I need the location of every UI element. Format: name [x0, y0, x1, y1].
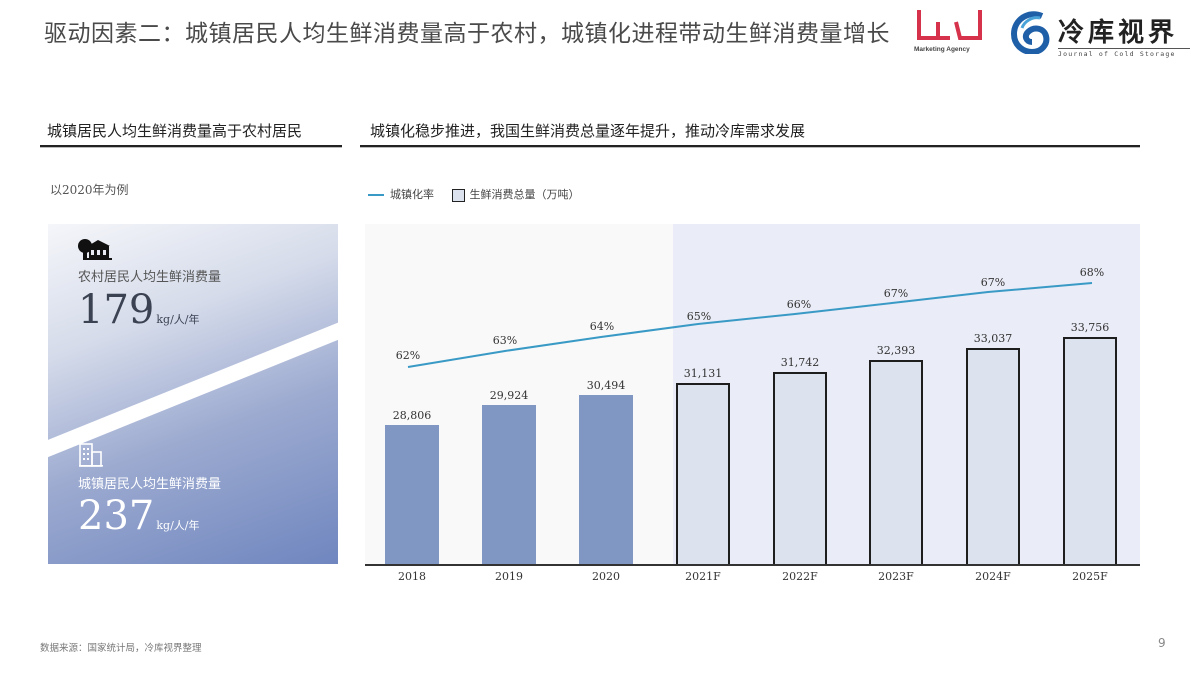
x-axis-line — [365, 564, 1140, 566]
page-number: 9 — [1158, 636, 1166, 650]
chart-legend: 城镇化率 生鲜消费总量（万吨） — [368, 186, 580, 202]
wn-marketing-logo: Marketing Agency — [914, 8, 986, 56]
left-section-title: 城镇居民人均生鲜消费量高于农村居民 — [47, 122, 303, 140]
urban-value-unit: kg/人/年 — [156, 519, 200, 532]
urban-building-icon — [79, 443, 103, 467]
bar-value-label: 30,494 — [586, 379, 626, 392]
line-value-label: 67% — [980, 276, 1006, 289]
bar-2021F — [676, 383, 730, 565]
bar-value-label: 31,131 — [683, 367, 723, 380]
bar-2025F — [1063, 337, 1117, 565]
cold-storage-logo: 冷库视界 Journal of Cold Storage — [1010, 8, 1190, 58]
line-value-label: 64% — [589, 320, 615, 333]
line-value-label: 66% — [786, 298, 812, 311]
bar-2019 — [482, 405, 536, 565]
rural-value: 179 kg/人/年 — [78, 288, 199, 342]
page-title: 驱动因素二：城镇居民人均生鲜消费量高于农村，城镇化进程带动生鲜消费量增长 — [44, 21, 890, 47]
bar-2022F — [773, 372, 827, 565]
bar-2018 — [385, 425, 439, 565]
cold-storage-name-cn: 冷库视界 — [1058, 18, 1179, 48]
x-tick-label: 2020 — [592, 570, 620, 583]
rural-value-number: 179 — [78, 287, 155, 333]
legend-line-swatch — [368, 194, 384, 196]
x-tick-label: 2024F — [975, 570, 1011, 583]
line-value-label: 67% — [883, 287, 909, 300]
bar-2024F — [966, 348, 1020, 565]
cold-storage-name-en: Journal of Cold Storage — [1058, 48, 1190, 58]
line-value-label: 68% — [1079, 266, 1105, 279]
x-tick-label: 2019 — [495, 570, 523, 583]
right-section-rule — [360, 145, 1140, 148]
bar-2020 — [579, 395, 633, 565]
example-year-note: 以2020年为例 — [50, 183, 129, 197]
line-value-label: 62% — [395, 349, 421, 362]
wn-logo-icon — [917, 10, 982, 40]
bar-value-label: 33,037 — [973, 332, 1013, 345]
data-source-note: 数据来源：国家统计局，冷库视界整理 — [40, 643, 202, 654]
wn-logo-subtitle: Marketing Agency — [914, 46, 970, 53]
bar-value-label: 29,924 — [489, 389, 529, 402]
urban-label: 城镇居民人均生鲜消费量 — [78, 477, 222, 492]
bar-value-label: 32,393 — [876, 344, 916, 357]
urban-value-number: 237 — [78, 493, 155, 539]
swirl-logo-icon — [1010, 11, 1050, 54]
line-value-label: 63% — [492, 334, 518, 347]
bar-value-label: 28,806 — [392, 409, 432, 422]
left-section-rule — [40, 145, 342, 148]
x-tick-label: 2025F — [1072, 570, 1108, 583]
urban-value: 237 kg/人/年 — [78, 494, 199, 548]
legend-box-swatch — [451, 188, 465, 202]
legend-box-label: 生鲜消费总量（万吨） — [469, 188, 580, 201]
x-tick-label: 2018 — [398, 570, 426, 583]
x-tick-label: 2022F — [782, 570, 818, 583]
legend-line-label: 城镇化率 — [390, 188, 434, 201]
line-value-label: 65% — [686, 310, 712, 323]
x-tick-label: 2023F — [878, 570, 914, 583]
rural-label: 农村居民人均生鲜消费量 — [78, 270, 222, 285]
bar-value-label: 31,742 — [780, 356, 820, 369]
rural-house-icon — [78, 239, 112, 260]
x-tick-label: 2021F — [685, 570, 721, 583]
bar-2023F — [869, 360, 923, 565]
rural-value-unit: kg/人/年 — [156, 313, 200, 326]
right-section-title: 城镇化稳步推进，我国生鲜消费总量逐年提升，推动冷库需求发展 — [370, 122, 806, 140]
consumption-comparison-panel: 农村居民人均生鲜消费量 179 kg/人/年 城镇居民人均生鲜消费量 237 kg/… — [48, 224, 338, 564]
bar-value-label: 33,756 — [1070, 321, 1110, 334]
